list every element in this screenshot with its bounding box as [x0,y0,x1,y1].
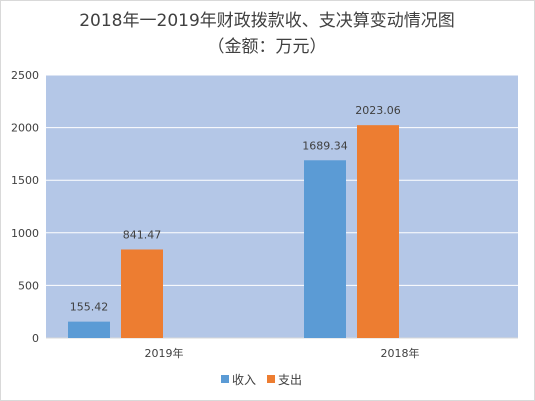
bar-支出-2018年 [357,125,399,338]
chart-title: 2018年一2019年财政拨款收、支决算变动情况图 [79,11,455,31]
data-label: 2023.06 [355,104,401,117]
bars [68,125,399,338]
y-tick-label: 2500 [11,69,39,82]
legend-swatch [267,375,275,383]
legend: 收入 支出 [221,373,302,387]
y-tick-label: 2000 [11,122,39,135]
x-axis-ticks: 2019年 2018年 [145,346,420,360]
legend-label: 收入 [232,373,256,387]
data-label: 1689.34 [302,139,348,152]
y-axis-ticks: 0 500 1000 1500 2000 2500 [11,69,39,345]
data-labels: 155.42 841.47 1689.34 2023.06 [70,104,401,313]
bar-收入-2018年 [304,160,346,338]
legend-swatch [221,375,229,383]
x-tick-label: 2018年 [381,346,420,360]
bar-支出-2019年 [121,249,163,338]
y-tick-label: 1000 [11,227,39,240]
y-tick-label: 0 [32,332,39,345]
chart-subtitle: （金额：万元） [208,37,327,57]
data-label: 155.42 [70,301,109,314]
x-tick-label: 2019年 [145,346,184,360]
plot-area [46,75,518,338]
data-label: 841.47 [123,228,162,241]
y-tick-label: 500 [18,279,39,292]
y-tick-label: 1500 [11,174,39,187]
legend-label: 支出 [278,373,302,387]
bar-收入-2019年 [68,321,110,338]
